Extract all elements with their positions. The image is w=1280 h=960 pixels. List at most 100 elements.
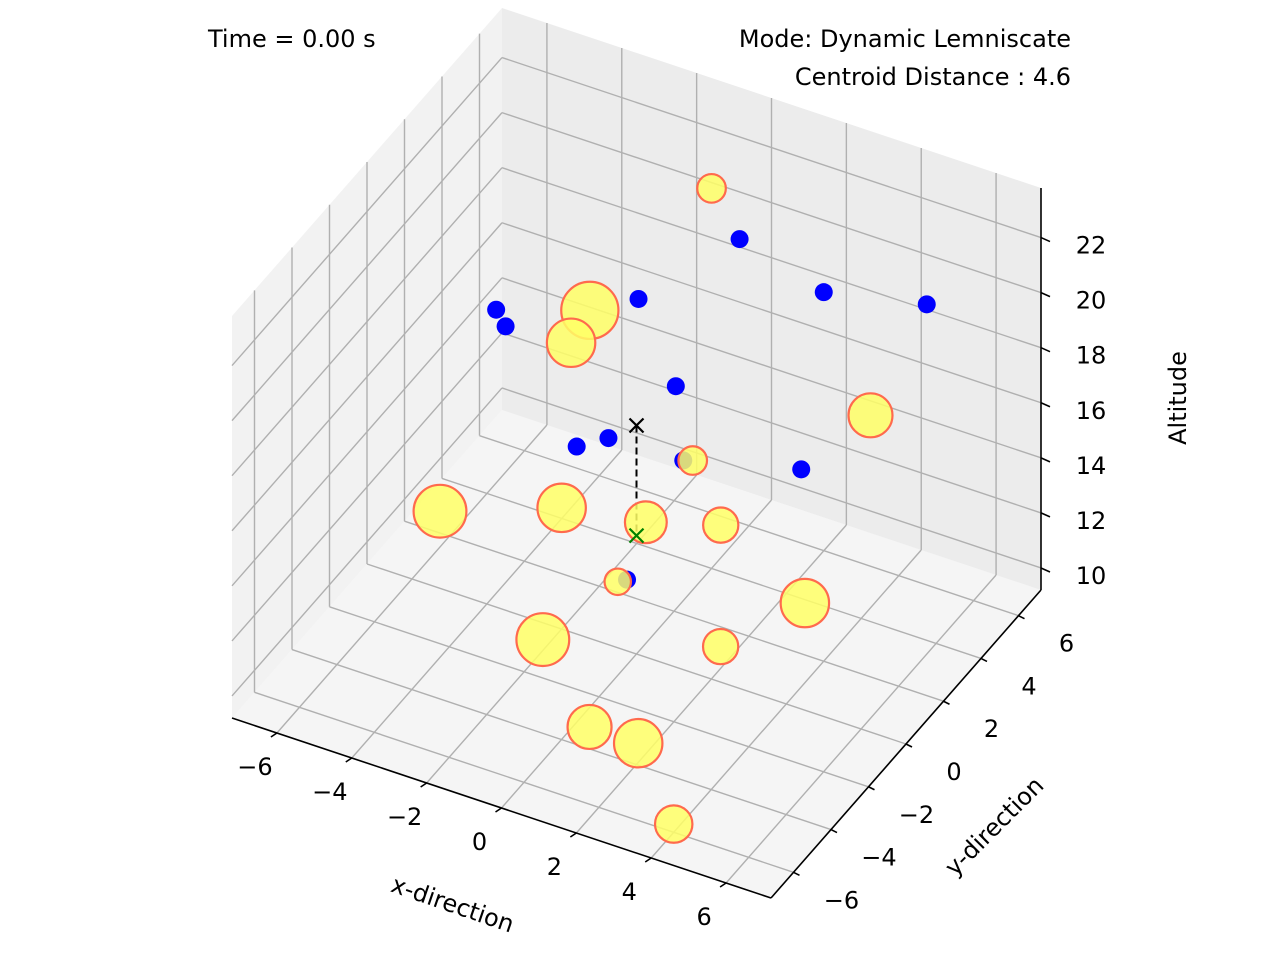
grid-line-z-left — [231, 57, 503, 367]
data-marks — [412, 172, 936, 844]
grid-line-z-left — [231, 167, 503, 477]
z-tick-label: 10 — [1076, 562, 1107, 590]
z-tick-label: 12 — [1076, 507, 1107, 535]
yellow-circle-point — [677, 445, 709, 476]
grid-lines — [231, 23, 1042, 884]
centroid-distance-readout: Centroid Distance : 4.6 — [795, 63, 1071, 91]
grid-line-y-floor — [366, 563, 907, 745]
z-tick-label: 18 — [1076, 342, 1107, 370]
axis-lines — [231, 188, 1051, 899]
x-tick-label: 4 — [622, 878, 637, 906]
grid-line-z-left — [231, 387, 503, 697]
yellow-circle-point — [545, 317, 597, 369]
x-tick-mark — [420, 782, 428, 788]
grid-line-z-left — [231, 222, 503, 532]
blue-point — [629, 289, 648, 308]
grid-line-z-back — [501, 222, 1042, 404]
z-tick-mark — [1040, 346, 1051, 353]
z-tick-mark — [1040, 567, 1051, 573]
y-tick-mark — [793, 871, 800, 877]
y-tick-label: −4 — [861, 844, 896, 872]
blue-point — [599, 429, 618, 448]
yellow-circle-point — [653, 804, 694, 844]
yellow-circle-point — [779, 577, 831, 629]
blue-point — [666, 377, 685, 396]
blue-point — [496, 317, 515, 336]
x-tick-mark — [569, 832, 577, 838]
x-tick-label: 0 — [472, 828, 487, 856]
x-tick-label: −4 — [312, 778, 347, 806]
time-readout: Time = 0.00 s — [207, 25, 376, 53]
grid-line-z-back — [501, 56, 1042, 239]
yellow-circle-point — [847, 392, 894, 439]
blue-point — [567, 437, 586, 456]
blue-point — [917, 295, 936, 314]
x-tick-label: 2 — [547, 853, 562, 881]
z-tick-mark — [1040, 402, 1051, 408]
blue-point — [730, 230, 749, 249]
grid-line-y-floor — [254, 691, 794, 873]
grid-line-y-floor — [291, 648, 832, 831]
y-tick-label: −2 — [899, 801, 934, 829]
yellow-circle-point — [696, 172, 727, 204]
x-marker-stroke — [628, 417, 645, 434]
z-tick-mark — [1040, 512, 1051, 518]
x-tick-label: 6 — [696, 903, 711, 931]
z-axis-label: Altitude — [1164, 351, 1192, 445]
blue-point — [814, 283, 833, 302]
yellow-circle-point — [536, 482, 587, 534]
blue-point — [487, 300, 506, 319]
y-tick-label: 2 — [984, 715, 999, 743]
z-tick-mark — [1040, 457, 1051, 463]
mode-label: Mode: Dynamic Lemniscate — [739, 25, 1071, 53]
y-tick-label: 6 — [1059, 630, 1074, 658]
y-tick-label: 0 — [946, 758, 961, 786]
grid-line-z-back — [501, 332, 1042, 514]
y-tick-label: −6 — [824, 886, 859, 914]
x-tick-mark — [644, 857, 652, 863]
z-tick-label: 14 — [1076, 452, 1107, 480]
z-tick-label: 22 — [1076, 232, 1107, 260]
ground-x-marker — [628, 527, 645, 544]
grid-line-z-left — [231, 332, 503, 642]
grid-line-y-floor — [479, 435, 1019, 617]
yellow-circle-point — [566, 703, 613, 751]
x-tick-mark — [719, 882, 727, 888]
yellow-circle-point — [603, 567, 633, 597]
y-tick-mark — [905, 743, 913, 748]
y-tick-mark — [980, 657, 988, 663]
yellow-circle-point — [701, 627, 740, 666]
centroid-x-marker — [628, 417, 645, 434]
y-tick-mark — [1018, 614, 1025, 620]
grid-line-z-left — [231, 112, 503, 422]
x-tick-label: −6 — [237, 753, 272, 781]
x-tick-mark — [345, 757, 353, 763]
grid-line-y-floor — [404, 520, 944, 702]
grid-line-z-left — [231, 277, 503, 587]
x-tick-mark — [495, 807, 502, 813]
y-tick-mark — [868, 786, 875, 791]
blue-point — [792, 460, 811, 479]
y-tick-mark — [830, 828, 838, 834]
yellow-circle-point — [623, 500, 668, 545]
z-tick-mark — [1040, 236, 1051, 243]
z-tick-label: 16 — [1076, 397, 1107, 425]
x-marker-stroke — [628, 527, 645, 544]
yellow-circle-point — [612, 717, 664, 769]
grid-line-z-back — [501, 167, 1042, 349]
y-tick-mark — [943, 700, 950, 705]
grid-line-z-back — [501, 111, 1042, 294]
yellow-circle-point — [702, 506, 740, 544]
y-axis-label: y-direction — [939, 771, 1049, 881]
y-tick-label: 4 — [1021, 672, 1036, 700]
x-tick-label: −2 — [387, 803, 422, 831]
x-axis-label: x-direction — [388, 870, 518, 938]
x-tick-mark — [270, 732, 278, 738]
grid-line-y-floor — [329, 606, 869, 788]
z-tick-label: 20 — [1076, 287, 1107, 315]
yellow-circle-point — [515, 612, 571, 668]
grid-line-y-floor — [441, 477, 982, 660]
grid-line-z-back — [501, 387, 1042, 569]
